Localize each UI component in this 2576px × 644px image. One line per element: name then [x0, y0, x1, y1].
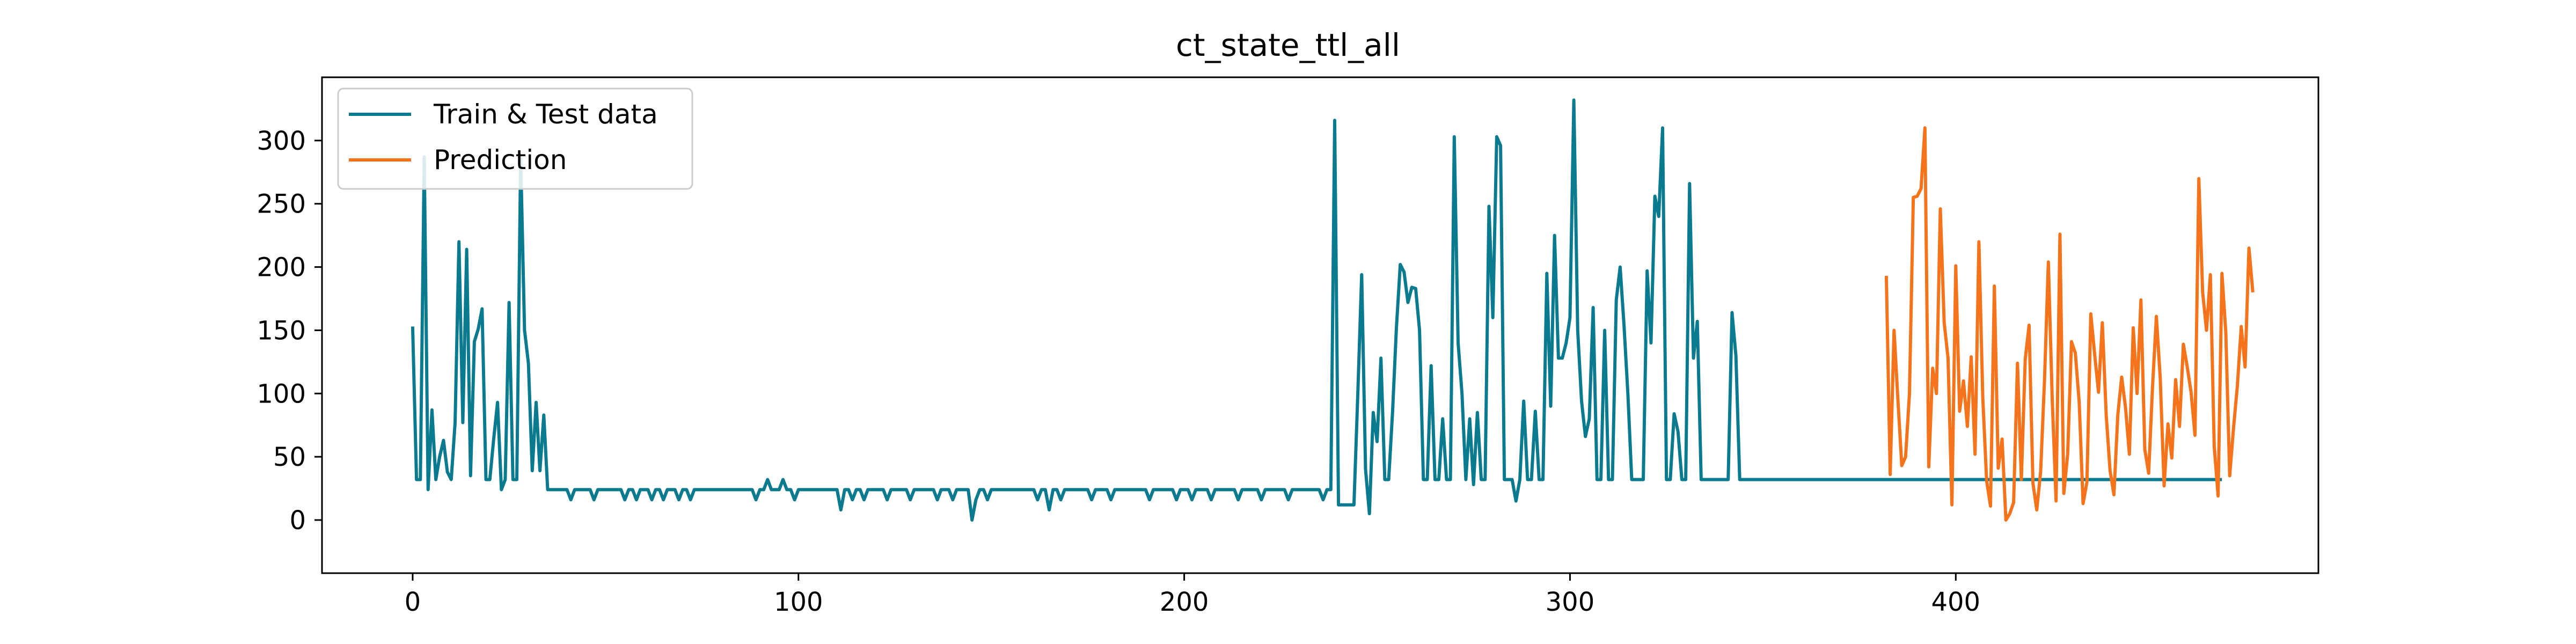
series-layer	[411, 98, 2255, 522]
y-tick-label: 0	[289, 506, 306, 536]
x-axis: 0 100 200 300 400	[405, 573, 1980, 617]
y-axis: 0 50 100 150 200 250 300	[257, 126, 322, 536]
legend-label-prediction: Prediction	[434, 144, 567, 175]
x-tick-label: 300	[1546, 587, 1595, 617]
legend: Train & Test data Prediction	[337, 87, 693, 190]
y-tick-label: 150	[257, 316, 306, 346]
x-tick-label: 400	[1931, 587, 1980, 617]
y-tick-label: 100	[257, 379, 306, 409]
y-tick-label: 250	[257, 189, 306, 219]
legend-label-train-test: Train & Test data	[433, 99, 658, 130]
y-tick-label: 50	[273, 442, 306, 472]
chart-title: ct_state_ttl_all	[1176, 27, 1400, 63]
y-tick-label: 200	[257, 253, 306, 283]
legend-box	[337, 87, 693, 190]
plot-area-frame	[321, 76, 2319, 574]
series-line-prediction	[1884, 126, 2255, 522]
x-tick-label: 200	[1160, 587, 1209, 617]
y-tick-label: 300	[257, 126, 306, 156]
x-tick-label: 100	[774, 587, 823, 617]
x-tick-label: 0	[405, 587, 421, 617]
series-line-train-test	[411, 98, 2222, 522]
